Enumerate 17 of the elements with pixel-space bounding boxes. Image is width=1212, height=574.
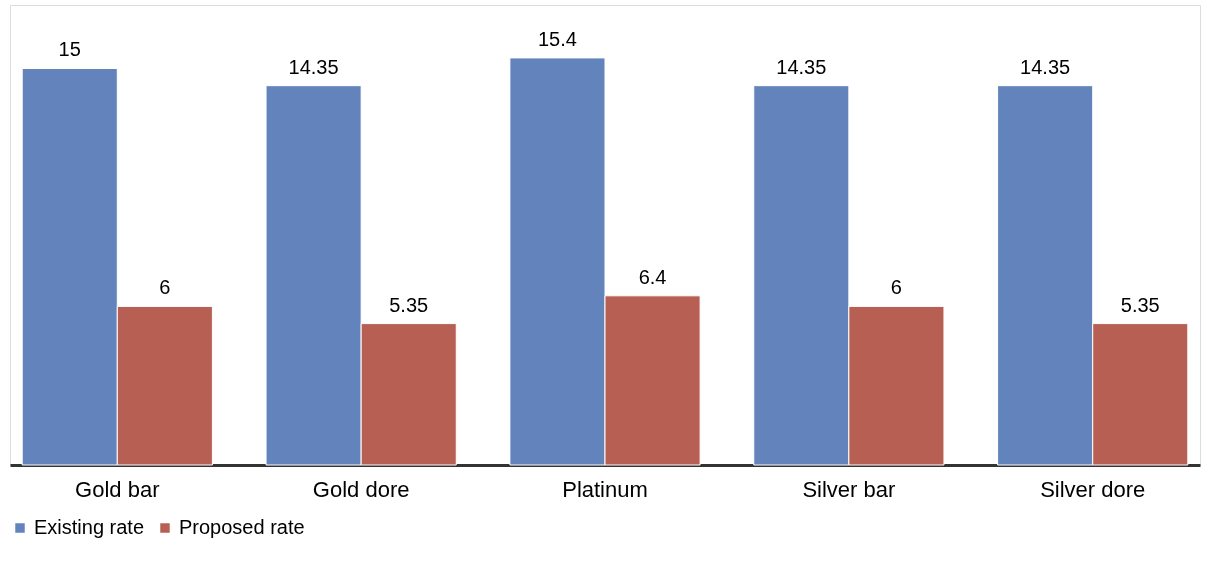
data-label: 6 <box>890 276 902 299</box>
legend-label: Proposed rate <box>179 516 305 538</box>
data-label: 6.4 <box>638 265 667 288</box>
data-label: 15.4 <box>537 27 577 50</box>
x-tick-label: Silver dore <box>1040 476 1146 502</box>
data-label: 14.35 <box>288 55 339 78</box>
x-tick-label: Gold bar <box>75 476 160 502</box>
data-label: 5.35 <box>1120 293 1160 316</box>
legend-label: Existing rate <box>34 516 145 538</box>
data-label: 6 <box>159 276 171 299</box>
x-tick-label: Platinum <box>562 476 648 502</box>
data-label: 15 <box>58 38 81 61</box>
data-label: 14.35 <box>776 55 827 78</box>
data-label: 14.35 <box>1020 55 1071 78</box>
x-tick-label: Silver bar <box>802 476 896 502</box>
x-tick-label: Gold dore <box>312 476 410 502</box>
data-label: 5.35 <box>389 293 429 316</box>
